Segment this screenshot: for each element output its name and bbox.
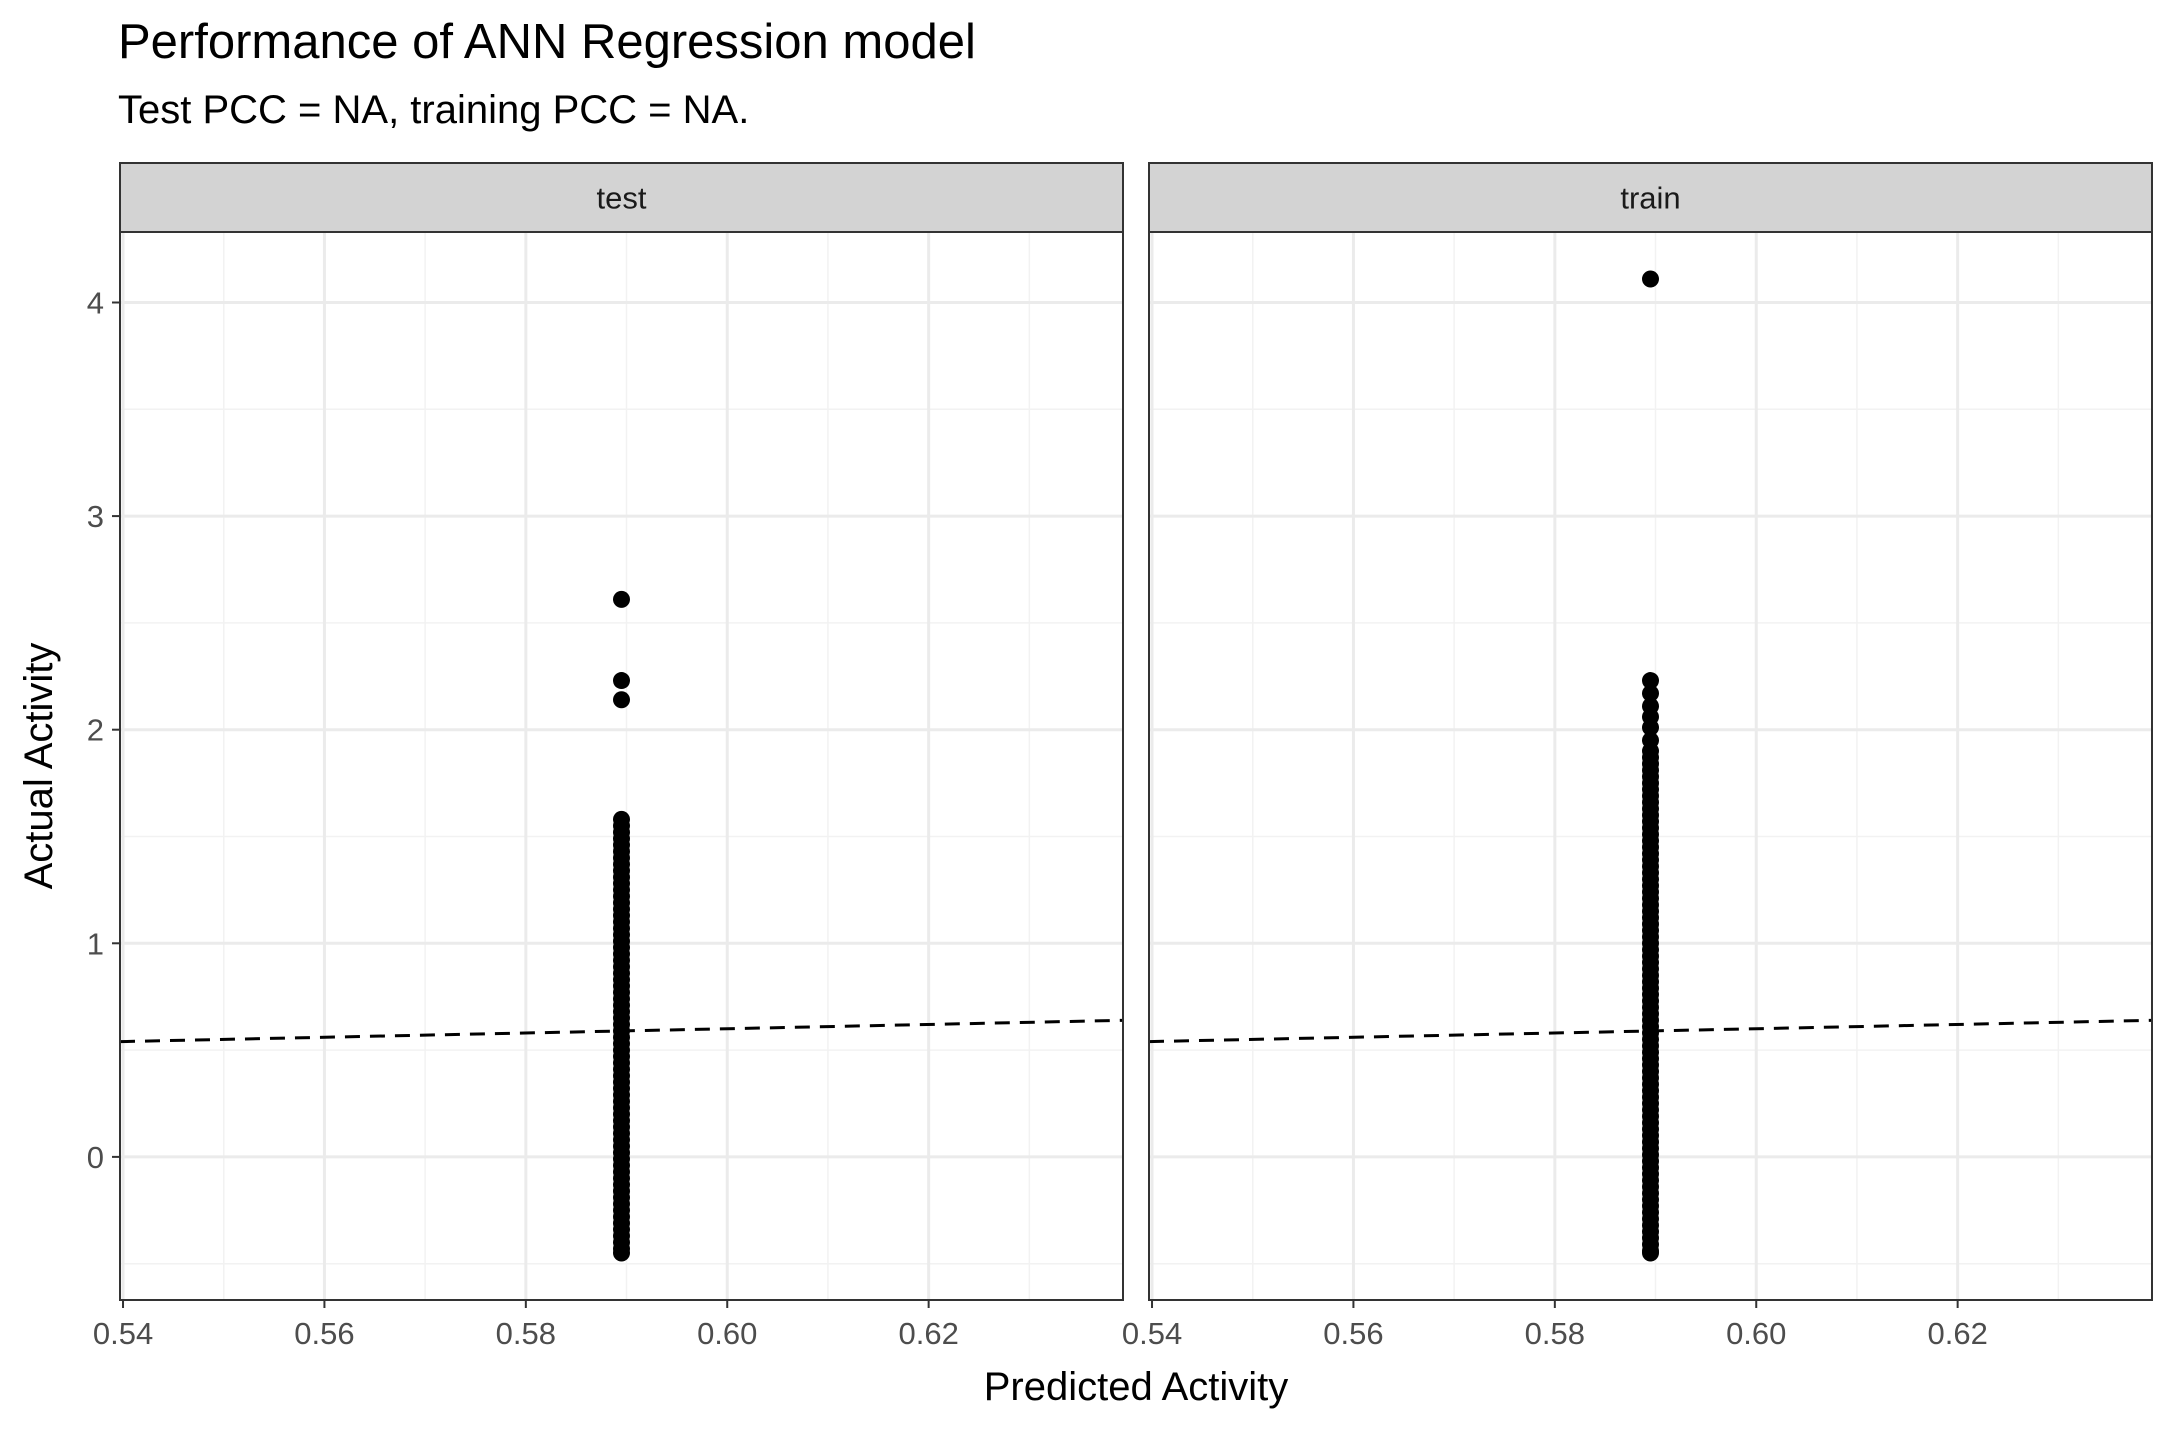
x-tick-label: 0.62	[1927, 1316, 1987, 1351]
x-tick-label: 0.56	[1323, 1316, 1383, 1351]
facet-strip-test	[119, 162, 1124, 233]
reference-line-test	[119, 1018, 1124, 1044]
x-tick-label: 0.60	[697, 1316, 757, 1351]
data-point-train	[1642, 1244, 1659, 1262]
facet-label-train: train	[1620, 181, 1680, 216]
data-point-test	[613, 672, 630, 690]
data-point-train	[1642, 270, 1659, 288]
x-tick-label: 0.54	[1122, 1316, 1182, 1351]
data-point-test	[613, 590, 630, 608]
data-point-test	[613, 691, 630, 709]
x-tick-label: 0.60	[1726, 1316, 1786, 1351]
facet-strip-train	[1148, 162, 2153, 233]
data-point-train	[1642, 684, 1659, 702]
y-tick-label: 2	[87, 713, 104, 748]
x-tick-label: 0.62	[898, 1316, 958, 1351]
data-point-test	[613, 1244, 630, 1262]
reference-line-train	[1148, 1018, 2153, 1044]
data-point-train	[1642, 672, 1659, 690]
x-tick-label: 0.58	[496, 1316, 556, 1351]
y-tick-label: 4	[87, 285, 104, 320]
x-tick-label: 0.58	[1525, 1316, 1585, 1351]
y-tick-label: 0	[87, 1140, 104, 1175]
y-axis-label: Actual Activity	[17, 643, 61, 890]
y-tick-label: 1	[87, 926, 104, 961]
x-tick-label: 0.54	[93, 1316, 153, 1351]
x-tick-label: 0.56	[294, 1316, 354, 1351]
chart-subtitle: Test PCC = NA, training PCC = NA.	[118, 88, 750, 132]
y-tick-label: 3	[87, 499, 104, 534]
facet-label-test: test	[597, 181, 647, 216]
data-point-train	[1642, 719, 1659, 737]
chart-title: Performance of ANN Regression model	[118, 15, 976, 69]
x-axis-label: Predicted Activity	[984, 1365, 1289, 1409]
